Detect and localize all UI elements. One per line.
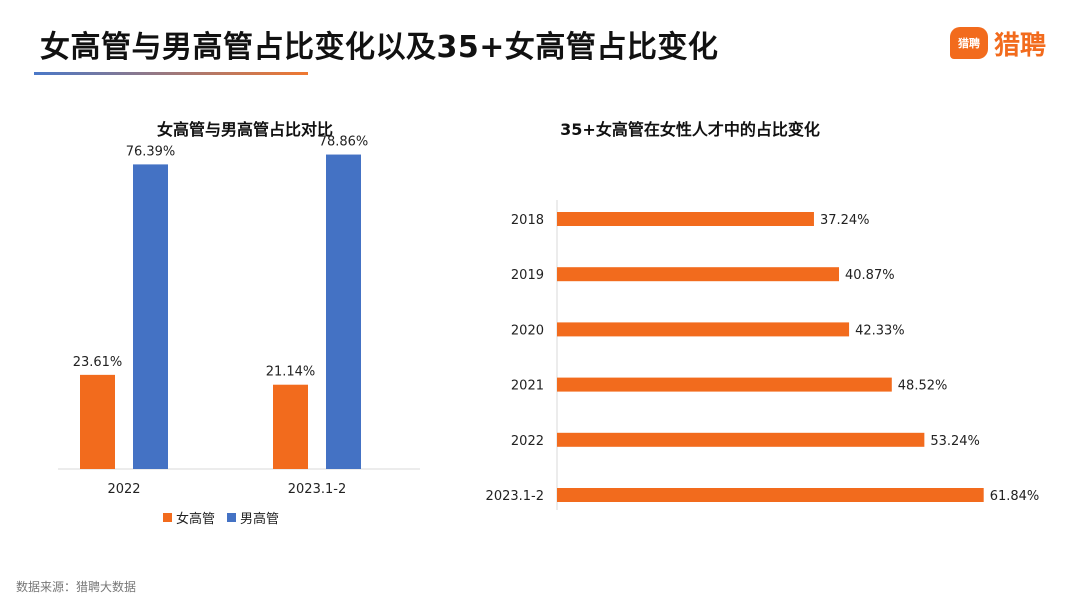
- hbar-2023.1-2: [557, 488, 984, 502]
- legend-label-female: 女高管: [176, 512, 216, 527]
- hbar-label-2022: 53.24%: [930, 434, 980, 449]
- logo-badge-icon: 猎聘: [950, 27, 988, 59]
- y-tick-label-2021: 2021: [511, 379, 544, 394]
- legend-label-male: 男高管: [240, 512, 280, 527]
- left-chart-title: 女高管与男高管占比对比: [156, 120, 333, 139]
- bar-female-2022: [80, 374, 115, 469]
- left-chart-legend: 女高管 男高管: [163, 508, 291, 527]
- y-tick-label-2020: 2020: [511, 323, 544, 338]
- title-underline: [34, 72, 308, 75]
- y-tick-label-2019: 2019: [511, 268, 544, 283]
- hbar-label-2021: 48.52%: [898, 379, 948, 394]
- hbar-label-2018: 37.24%: [820, 213, 870, 228]
- legend-swatch-male: [227, 513, 237, 522]
- bar-female-2023.1-2: [273, 384, 308, 469]
- logo-text: 猎聘: [994, 30, 1047, 61]
- hbar-label-2019: 40.87%: [845, 268, 895, 283]
- hbar-label-2023.1-2: 61.84%: [990, 489, 1040, 504]
- hbar-2018: [557, 212, 814, 226]
- y-tick-label-2018: 2018: [511, 213, 544, 228]
- data-source: 数据来源：猎聘大数据: [16, 580, 137, 594]
- bar-male-2023.1-2: [326, 154, 361, 469]
- hbar-2020: [557, 322, 850, 337]
- legend-item-male: 男高管: [227, 508, 279, 527]
- y-tick-label-2022: 2022: [511, 434, 544, 449]
- data-label-male-2023.1-2: 78.86%: [319, 135, 369, 150]
- legend-swatch-female: [163, 513, 172, 522]
- hbar-label-2020: 42.33%: [855, 323, 905, 338]
- right-chart-title: 35+女高管在女性人才中的占比变化: [560, 120, 820, 139]
- x-tick-label-2022: 2022: [107, 482, 140, 497]
- data-label-female-2023.1-2: 21.14%: [266, 365, 316, 380]
- bar-male-2022: [133, 164, 168, 469]
- hbar-2022: [557, 432, 925, 447]
- data-label-male-2022: 76.39%: [126, 144, 176, 159]
- data-label-female-2022: 23.61%: [73, 355, 123, 370]
- hbar-2019: [557, 267, 840, 282]
- legend-item-female: 女高管: [163, 508, 215, 527]
- page-title: 女高管与男高管占比变化以及35+女高管占比变化: [40, 30, 719, 65]
- liepin-logo: 猎聘 猎聘: [950, 24, 1046, 62]
- y-tick-label-2023.1-2: 2023.1-2: [486, 489, 544, 504]
- hbar-2021: [557, 377, 892, 392]
- x-tick-label-2023.1-2: 2023.1-2: [288, 482, 346, 497]
